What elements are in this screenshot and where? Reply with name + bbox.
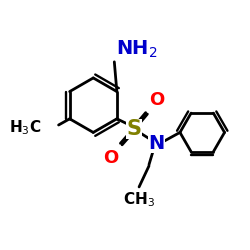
Text: N: N bbox=[148, 134, 164, 153]
Text: S: S bbox=[127, 119, 142, 139]
Text: O: O bbox=[103, 148, 118, 166]
Text: NH$_2$: NH$_2$ bbox=[116, 38, 157, 60]
Text: H$_3$C: H$_3$C bbox=[9, 118, 41, 137]
Text: CH$_3$: CH$_3$ bbox=[123, 191, 155, 209]
Text: O: O bbox=[149, 91, 164, 109]
